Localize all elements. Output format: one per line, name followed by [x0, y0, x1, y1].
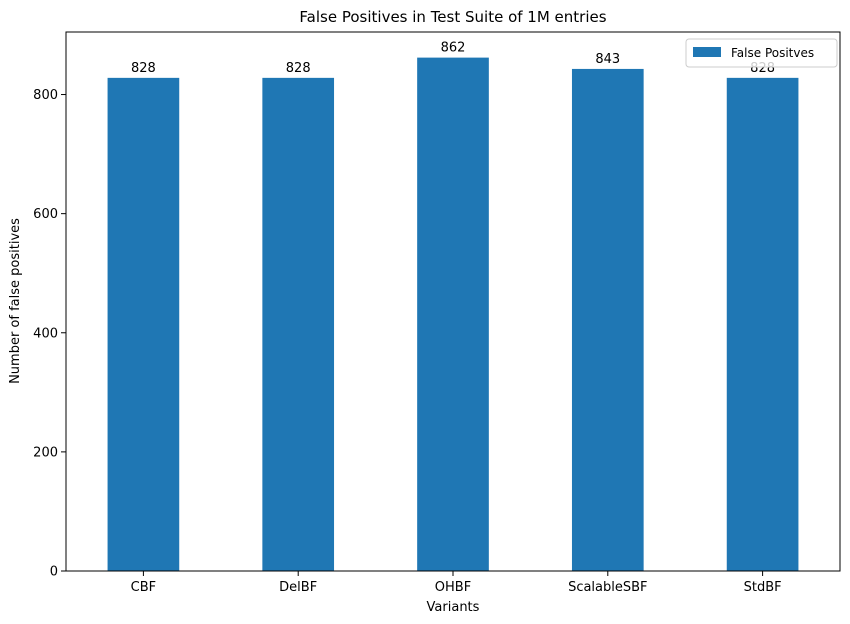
x-tick-label: DelBF: [279, 580, 317, 595]
x-tick-label: ScalableSBF: [568, 580, 647, 595]
y-tick-label: 200: [33, 445, 58, 460]
bar: [417, 57, 489, 572]
bar: [262, 77, 335, 571]
bar: [107, 77, 180, 571]
legend: False Positves: [685, 38, 838, 68]
x-axis-label: Variants: [427, 600, 480, 615]
bar-value-label: 828: [131, 61, 156, 76]
legend-box: [685, 38, 838, 68]
y-axis-label: Number of false positives: [8, 218, 23, 384]
legend-swatch: [693, 47, 721, 57]
x-tick-label: CBF: [131, 580, 156, 595]
legend-label: False Positves: [731, 46, 814, 60]
bar-value-label: 862: [441, 41, 466, 56]
plot-area: 0 200 400 600 800 CBF 828 DelBF 828 OHBF 862 Scalab…: [33, 41, 799, 595]
y-tick-label: 800: [33, 88, 58, 103]
bar-value-label: 828: [286, 61, 311, 76]
bar: [571, 68, 644, 571]
y-tick-label: 0: [50, 565, 58, 580]
x-tick-label: StdBF: [744, 580, 782, 595]
chart-title: False Positives in Test Suite of 1M entr…: [299, 8, 606, 26]
bar-value-label: 843: [595, 52, 620, 67]
plot-frame: [65, 31, 841, 572]
y-tick-label: 400: [33, 326, 58, 341]
x-tick-label: OHBF: [435, 580, 471, 595]
y-tick-label: 600: [33, 207, 58, 222]
bar: [726, 77, 799, 571]
